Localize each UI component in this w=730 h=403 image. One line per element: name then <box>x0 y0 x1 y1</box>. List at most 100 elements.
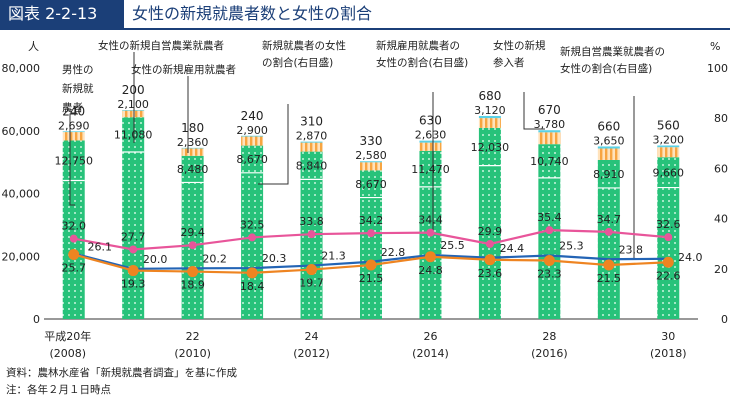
pink-line-label: 29.4 <box>180 226 205 239</box>
line-point <box>129 245 138 254</box>
bar-total-label: 330 <box>360 134 383 148</box>
orange-line-label: 21.5 <box>359 272 384 285</box>
line-point <box>485 239 494 248</box>
bar-total-label: 660 <box>597 119 620 133</box>
y-right-tick-label: 100 <box>707 62 728 75</box>
bar-segment <box>478 127 501 166</box>
line-point <box>306 264 318 276</box>
annotation-5-line-1: 新規雇用就農者の <box>376 39 460 52</box>
line-series <box>68 226 674 279</box>
bars <box>62 110 680 319</box>
pink-line-label: 27.7 <box>121 230 146 243</box>
header-rule <box>0 28 730 30</box>
orange-line-label: 22.6 <box>656 269 681 282</box>
line-point <box>545 226 554 235</box>
bar-total-label: 200 <box>122 83 145 97</box>
bar-segment <box>657 157 680 188</box>
y-right-tick-label: 0 <box>721 313 728 326</box>
bar-segment <box>538 177 561 319</box>
annotation-1-line-3: 農者 <box>62 101 83 114</box>
x-tick-label: (2008) <box>49 347 86 360</box>
bar-segment <box>538 144 561 178</box>
orange-line-label: 19.7 <box>299 277 324 290</box>
bar-segment <box>241 135 264 137</box>
bar-segment <box>241 136 264 146</box>
y-left-tick-label: 60,000 <box>2 125 41 138</box>
annotation-4-line-1: 新規就農者の女性 <box>262 39 346 52</box>
y-right-tick-label: 40 <box>714 213 728 226</box>
orange-line-label: 19.3 <box>121 278 146 291</box>
entrant-label: 2,900 <box>236 124 268 137</box>
orange-line-label: 18.9 <box>180 279 205 292</box>
blue-line-label: 20.0 <box>143 253 168 266</box>
bar-total-label: 240 <box>62 104 85 118</box>
x-tick-label: 24 <box>305 330 319 343</box>
annotation-6-line-2: 参入者 <box>493 56 525 69</box>
annotation-1-line-2: 新規就 <box>62 82 94 95</box>
pink-line-label: 33.8 <box>299 215 324 228</box>
x-tick-label: 26 <box>423 330 437 343</box>
axes: 0 20,000 40,000 60,000 80,000 0 20 40 60 80 100 人 % 平… <box>2 40 729 360</box>
bar-segment <box>300 142 323 152</box>
x-tick-label: (2014) <box>412 347 449 360</box>
y-right-unit: % <box>710 40 720 53</box>
bar-segment <box>181 147 204 149</box>
bar-segment <box>62 131 85 133</box>
blue-line-label: 20.3 <box>262 252 287 265</box>
bar-total-label: 180 <box>181 121 204 135</box>
bar-segment <box>597 148 620 160</box>
bar-segment <box>360 170 382 198</box>
y-left-tick-label: 0 <box>33 313 40 326</box>
bar-segment <box>122 117 145 152</box>
pink-line-label: 34.2 <box>359 214 384 227</box>
annotation-4-line-2: の割合(右目盛) <box>262 56 333 69</box>
source-note: 資料：農林水産省「新規就農者調査」を基に作成 <box>6 367 237 379</box>
bar-segment <box>657 187 680 319</box>
line-point <box>365 259 377 271</box>
line-point <box>424 251 436 263</box>
y-left-unit: 人 <box>28 40 39 53</box>
bar-segment <box>360 161 382 163</box>
bar-segment <box>360 197 382 319</box>
self-employed-label: 9,660 <box>653 166 685 179</box>
self-employed-label: 8,910 <box>593 168 625 181</box>
orange-line-label: 24.8 <box>418 264 443 277</box>
pink-line-label: 32.5 <box>240 218 265 231</box>
bar-total-label: 560 <box>657 118 680 132</box>
entrant-label: 2,690 <box>58 119 90 132</box>
orange-line-label: 21.5 <box>597 272 622 285</box>
self-employed-label: 8,840 <box>296 159 328 172</box>
bar-segment <box>181 155 204 183</box>
blue-line-label: 20.2 <box>202 252 227 265</box>
bar-segment <box>538 132 561 145</box>
line-point <box>187 266 199 278</box>
annotation-3: 女性の新規雇用就農者 <box>131 63 236 76</box>
pink-line-label: 29.9 <box>478 225 503 238</box>
blue-line-label: 23.8 <box>619 243 644 256</box>
x-tick-label: 平成20年 <box>44 329 91 343</box>
line-point <box>662 256 674 268</box>
blue-line-label: 22.8 <box>381 246 406 259</box>
line-point <box>188 241 197 250</box>
y-right-tick-label: 80 <box>714 112 728 125</box>
bar-segment <box>419 150 442 187</box>
x-tick-label: (2010) <box>174 347 211 360</box>
bar-segment <box>597 159 620 188</box>
figure-label: 図表 2-2-13 <box>0 0 124 28</box>
bar-total-label: 240 <box>241 109 264 123</box>
bar-segment <box>300 141 323 143</box>
entrant-label: 3,120 <box>474 104 506 117</box>
bar-segment <box>122 110 145 111</box>
entrant-label: 2,630 <box>415 129 447 142</box>
self-employed-label: 8,670 <box>236 153 268 166</box>
blue-line-label: 24.0 <box>678 251 703 264</box>
annotation-7-line-1: 新規自営農業就農者の <box>560 45 665 58</box>
bar-segment <box>419 140 442 143</box>
bar-segment <box>538 130 561 133</box>
blue-line-label: 25.3 <box>559 239 584 252</box>
line-point <box>426 228 435 237</box>
bar-segment <box>122 151 145 319</box>
line-point <box>664 233 673 242</box>
